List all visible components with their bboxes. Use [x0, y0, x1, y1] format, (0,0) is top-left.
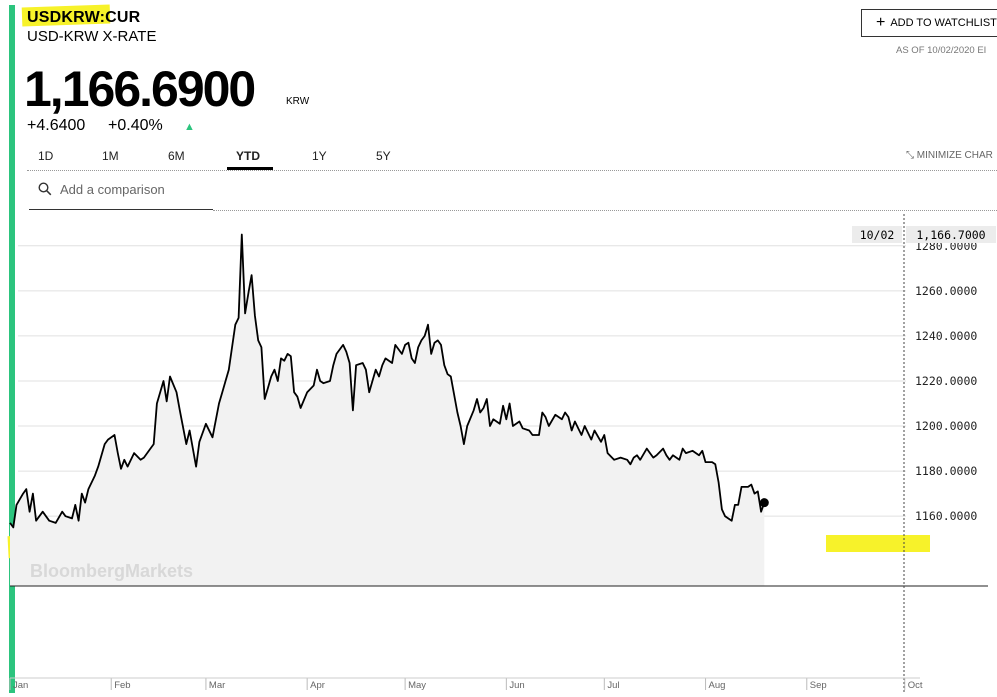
add-to-watchlist-button[interactable]: + ADD TO WATCHLIST — [861, 9, 997, 37]
x-tick-label: Sep — [810, 680, 827, 691]
accent-bar — [9, 5, 15, 693]
x-tick-label: Apr — [310, 680, 325, 691]
tooltip-value: 1,166.7000 — [906, 226, 996, 243]
search-divider — [213, 210, 997, 211]
as-of-timestamp: AS OF 10/02/2020 EI — [896, 45, 987, 56]
x-tick-label: Jul — [607, 680, 619, 691]
last-point-marker — [759, 498, 769, 508]
price-change: +4.6400 — [27, 117, 86, 134]
watchlist-label: ADD TO WATCHLIST — [890, 17, 997, 29]
x-tick-label: May — [408, 680, 426, 691]
percent-change: +0.40% — [108, 117, 163, 134]
tab-5y[interactable]: 5Y — [376, 149, 391, 163]
minimize-chart-button[interactable]: ⤡ MINIMIZE CHAR — [906, 150, 993, 161]
plus-icon: + — [876, 14, 886, 31]
last-price: 1,166.6900 — [24, 61, 256, 117]
tab-1d[interactable]: 1D — [38, 149, 54, 163]
instrument-name: USD-KRW X-RATE — [27, 28, 157, 45]
tab-1y[interactable]: 1Y — [312, 149, 327, 163]
price-line — [9, 233, 766, 529]
minimize-label: MINIMIZE CHAR — [916, 150, 993, 161]
x-tick-label: Mar — [209, 680, 225, 691]
currency-label: KRW — [286, 96, 310, 107]
y-tick-label: 1220.0000 — [915, 374, 977, 388]
x-tick-label: Jan — [13, 680, 28, 691]
x-tick-label: Feb — [114, 680, 130, 691]
y-tick-label: 1260.0000 — [915, 284, 977, 298]
y-tick-label: 1200.0000 — [915, 419, 977, 433]
y-tick-label: 1240.0000 — [915, 329, 977, 343]
y-tick-label: 1160.0000 — [915, 509, 977, 523]
tabs-divider — [27, 170, 997, 171]
tab-6m[interactable]: 6M — [168, 149, 185, 163]
active-tab-indicator — [227, 167, 273, 170]
x-axis: Jan Feb Mar Apr May Jun Jul Aug Sep Oct — [9, 678, 923, 691]
y-tick-label: 1180.0000 — [915, 464, 977, 478]
area-fill — [10, 234, 765, 586]
ticker-symbol: USDKRW:CUR — [27, 9, 141, 26]
search-icon — [38, 182, 52, 196]
x-tick-label: Jun — [509, 680, 524, 691]
tab-1m[interactable]: 1M — [102, 149, 119, 163]
y-axis: 1160.0000 1180.0000 1200.0000 1220.0000 1240… — [915, 239, 977, 523]
x-tick-label: Aug — [709, 680, 726, 691]
search-underline — [29, 209, 213, 210]
x-tick-label: Oct — [908, 680, 923, 691]
comparison-search-input[interactable]: Add a comparison — [60, 182, 165, 197]
tab-ytd[interactable]: YTD — [236, 149, 260, 163]
chart-area — [9, 233, 769, 586]
minimize-icon: ⤡ — [906, 150, 914, 161]
up-arrow-icon: ▲ — [184, 121, 195, 133]
chart-watermark: BloombergMarkets — [30, 561, 193, 581]
tooltip-date: 10/02 — [852, 226, 902, 243]
